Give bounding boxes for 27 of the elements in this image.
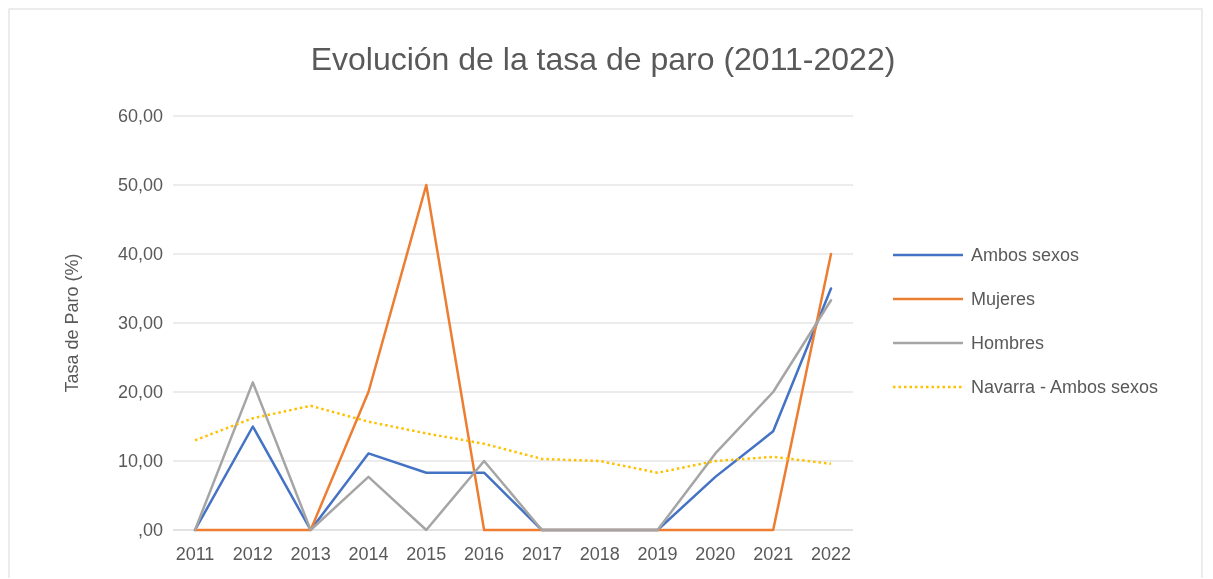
x-tick-label: 2017 <box>521 544 562 564</box>
line-series <box>193 183 833 532</box>
y-tick-label: 60,00 <box>117 106 163 127</box>
legend-label: Hombres <box>971 333 1045 354</box>
x-tick-label: 2021 <box>753 544 794 564</box>
x-tick-label: 2018 <box>579 544 620 564</box>
y-tick-label: 40,00 <box>117 244 163 265</box>
y-tick-label: ,00 <box>137 520 163 541</box>
x-tick-label: 2013 <box>290 544 331 564</box>
x-tick-label: 2014 <box>348 544 389 564</box>
y-tick-label: 10,00 <box>117 451 163 472</box>
legend-label: Navarra - Ambos sexos <box>971 377 1159 398</box>
x-tick-label: 2022 <box>810 544 852 564</box>
x-tick-label: 2011 <box>175 544 215 564</box>
x-tick-label: 2015 <box>406 544 447 564</box>
y-tick-label: 50,00 <box>117 175 163 196</box>
y-axis-title: Tasa de Paro (%) <box>62 253 82 393</box>
line-series <box>193 404 833 474</box>
chart-title: Evolución de la tasa de paro (2011-2022) <box>310 41 896 77</box>
x-tick-label: 2020 <box>695 544 736 564</box>
y-tick-label: 20,00 <box>117 382 163 403</box>
legend-label: Mujeres <box>971 289 1036 310</box>
x-tick-label: 2019 <box>637 544 678 564</box>
x-tick-label: 2012 <box>232 544 273 564</box>
legend-label: Ambos sexos <box>971 245 1080 266</box>
y-tick-label: 30,00 <box>117 313 163 334</box>
x-tick-label: 2016 <box>464 544 505 564</box>
